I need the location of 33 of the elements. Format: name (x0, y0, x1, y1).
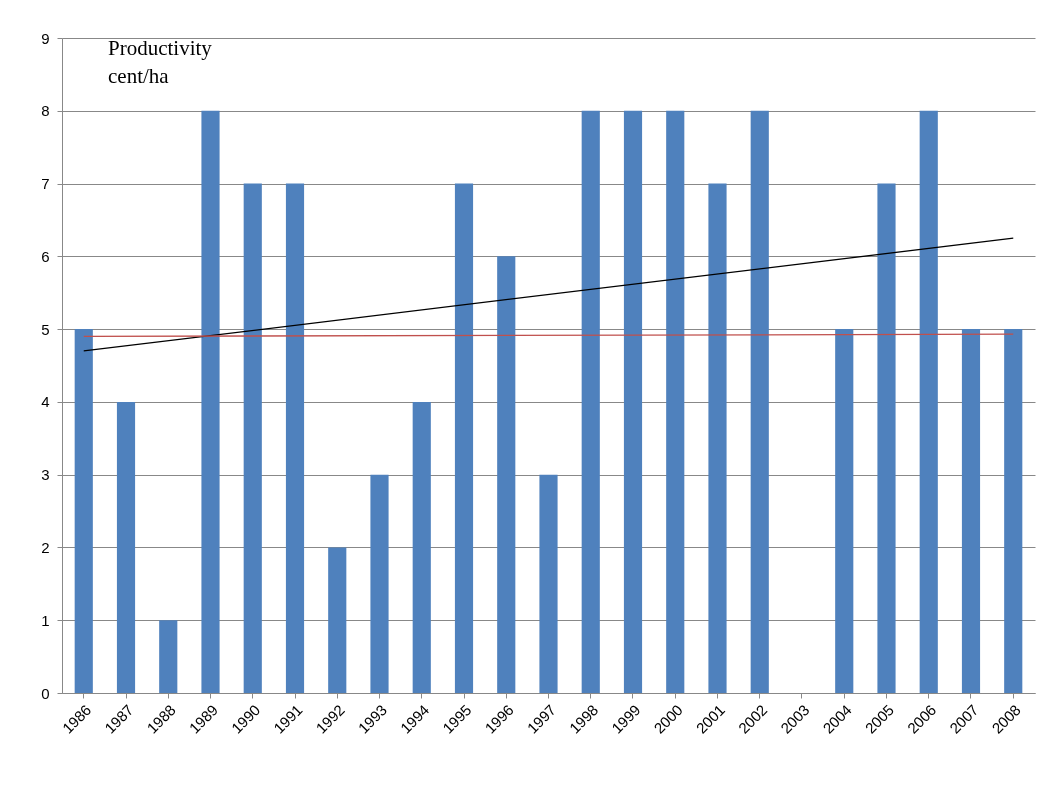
y-tick-label: 1 (41, 611, 50, 629)
bar (116, 401, 136, 693)
annotation: Productivity cent/ha (108, 36, 213, 88)
bar (961, 329, 981, 693)
bar (328, 547, 347, 693)
bar (623, 110, 643, 693)
bar (370, 474, 389, 693)
bar (412, 401, 431, 693)
bar (159, 620, 178, 693)
y-tick-label: 9 (41, 29, 50, 47)
bar (539, 474, 558, 693)
bar (666, 110, 685, 693)
bar (750, 110, 769, 693)
bar (835, 329, 854, 693)
y-tick-label: 3 (41, 466, 50, 484)
bar (919, 110, 938, 693)
y-tick-label: 4 (41, 393, 50, 411)
y-tick-label: 8 (41, 102, 50, 120)
bar (877, 183, 896, 693)
bar (201, 110, 220, 693)
y-tick-label: 0 (41, 684, 50, 702)
bar (581, 110, 600, 693)
y-tick-label: 7 (41, 175, 50, 193)
bar (708, 183, 727, 693)
y-tick-label: 2 (41, 538, 50, 556)
bar (1004, 329, 1023, 693)
y-tick-label: 5 (41, 320, 50, 338)
bar (243, 183, 262, 693)
bar (454, 183, 474, 693)
bar (74, 329, 93, 693)
y-tick-label: 6 (41, 247, 50, 265)
bar (497, 256, 516, 693)
bar (285, 183, 305, 693)
